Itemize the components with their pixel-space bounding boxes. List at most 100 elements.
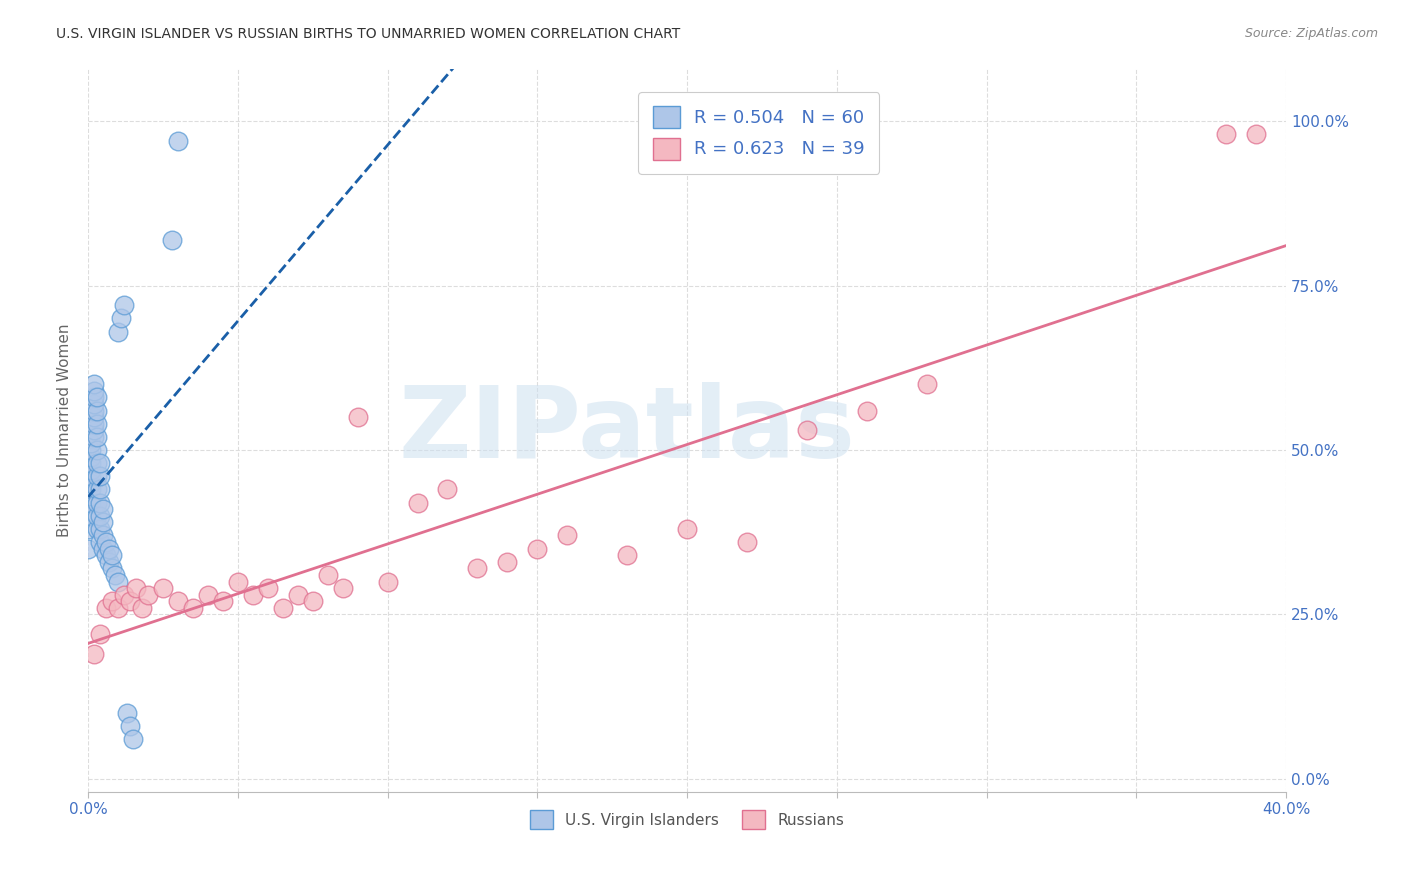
Point (98, 541, 121, 556)
Point (86, 456, 108, 470)
Point (83, 384, 105, 398)
Point (83, 417, 105, 431)
Point (271, 600, 294, 615)
Point (136, 588, 159, 602)
Point (86, 430, 108, 444)
Point (83, 403, 105, 417)
Point (167, 594, 190, 608)
Text: Source: ZipAtlas.com: Source: ZipAtlas.com (1244, 27, 1378, 40)
Point (125, 581, 148, 595)
Point (83, 430, 105, 444)
Point (80, 469, 103, 483)
Point (110, 311, 132, 326)
Point (86, 442, 108, 457)
Legend: U.S. Virgin Islanders, Russians: U.S. Virgin Islanders, Russians (524, 804, 851, 835)
Point (80, 489, 103, 503)
Point (316, 568, 339, 582)
Point (83, 397, 105, 411)
Point (167, 134, 190, 148)
Point (89, 469, 111, 483)
Point (94, 548, 117, 562)
Point (83, 423, 105, 437)
Point (796, 423, 818, 437)
Point (80, 456, 103, 470)
Point (212, 594, 235, 608)
Point (436, 483, 458, 497)
Point (120, 719, 142, 733)
Point (80, 436, 103, 450)
Text: ZIPatlas: ZIPatlas (399, 382, 856, 479)
Point (115, 706, 138, 720)
Point (112, 298, 135, 312)
Point (98, 555, 121, 569)
Point (1215, 128, 1237, 142)
Point (94, 600, 117, 615)
Point (555, 528, 578, 542)
Point (80, 495, 103, 509)
Point (101, 594, 124, 608)
Point (80, 463, 103, 477)
Point (104, 568, 127, 582)
Point (83, 390, 105, 404)
Point (86, 508, 108, 523)
Point (120, 594, 142, 608)
Point (91, 502, 114, 516)
Point (122, 732, 145, 747)
Point (91, 541, 114, 556)
Point (89, 535, 111, 549)
Point (91, 528, 114, 542)
Point (86, 495, 108, 509)
Point (86, 469, 108, 483)
Point (77, 522, 100, 536)
Point (131, 600, 153, 615)
Point (181, 600, 204, 615)
Point (256, 581, 278, 595)
Point (377, 574, 399, 589)
Point (301, 594, 323, 608)
Point (107, 574, 129, 589)
Point (332, 581, 354, 595)
Point (89, 627, 111, 641)
Point (112, 588, 135, 602)
Point (107, 600, 129, 615)
Point (160, 233, 183, 247)
Point (526, 541, 548, 556)
Point (226, 574, 249, 589)
Point (80, 475, 103, 490)
Y-axis label: Births to Unmarried Women: Births to Unmarried Women (58, 324, 72, 537)
Point (89, 508, 111, 523)
Point (80, 508, 103, 523)
Text: U.S. VIRGIN ISLANDER VS RUSSIAN BIRTHS TO UNMARRIED WOMEN CORRELATION CHART: U.S. VIRGIN ISLANDER VS RUSSIAN BIRTHS T… (56, 27, 681, 41)
Point (467, 561, 489, 575)
Point (89, 483, 111, 497)
Point (616, 548, 638, 562)
Point (89, 456, 111, 470)
Point (242, 588, 264, 602)
Point (101, 561, 124, 575)
Point (80, 483, 103, 497)
Point (77, 541, 100, 556)
Point (197, 588, 219, 602)
Point (94, 535, 117, 549)
Point (346, 410, 368, 425)
Point (80, 450, 103, 464)
Point (496, 555, 519, 569)
Point (80, 442, 103, 457)
Point (89, 495, 111, 509)
Point (101, 548, 124, 562)
Point (86, 483, 108, 497)
Point (91, 516, 114, 530)
Point (676, 522, 699, 536)
Point (89, 522, 111, 536)
Point (83, 647, 105, 661)
Point (107, 325, 129, 339)
Point (152, 581, 174, 595)
Point (1244, 128, 1267, 142)
Point (287, 588, 309, 602)
Point (735, 535, 758, 549)
Point (83, 377, 105, 392)
Point (855, 403, 877, 417)
Point (86, 390, 108, 404)
Point (83, 410, 105, 425)
Point (915, 377, 938, 392)
